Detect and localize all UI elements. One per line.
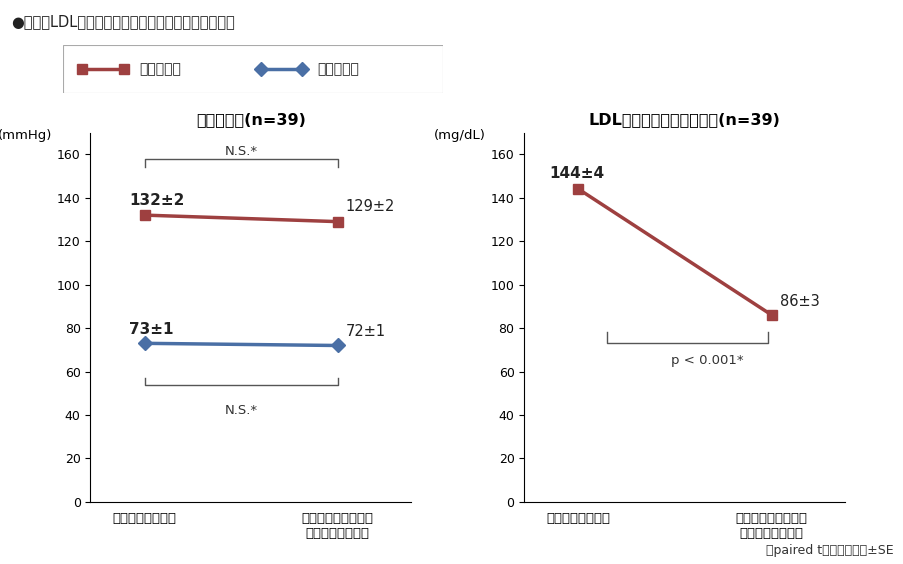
Text: ●血圧とLDLコレステロールの変化（副次評価項目）: ●血圧とLDLコレステロールの変化（副次評価項目）: [11, 14, 235, 29]
Text: 収縮期血圧: 収縮期血圧: [139, 62, 181, 76]
Text: 73±1: 73±1: [129, 322, 173, 337]
Text: 129±2: 129±2: [345, 199, 395, 214]
Text: 144±4: 144±4: [549, 166, 604, 182]
Text: p < 0.001*: p < 0.001*: [670, 354, 742, 367]
Text: 72±1: 72±1: [345, 324, 386, 339]
Text: N.S.*: N.S.*: [224, 404, 257, 417]
Y-axis label: (mg/dL): (mg/dL): [433, 129, 485, 142]
Text: N.S.*: N.S.*: [224, 144, 257, 157]
Title: LDLコレステロールの変化(n=39): LDLコレステロールの変化(n=39): [588, 112, 780, 127]
FancyBboxPatch shape: [63, 45, 442, 93]
Y-axis label: (mmHg): (mmHg): [0, 129, 51, 142]
Text: 132±2: 132±2: [129, 192, 184, 208]
Text: ＊paired t検定　平均値±SE: ＊paired t検定 平均値±SE: [765, 544, 892, 557]
Title: 血圧の変化(n=39): 血圧の変化(n=39): [196, 112, 305, 127]
Text: 86±3: 86±3: [778, 293, 818, 309]
Text: 拡張期血圧: 拡張期血圧: [317, 62, 359, 76]
